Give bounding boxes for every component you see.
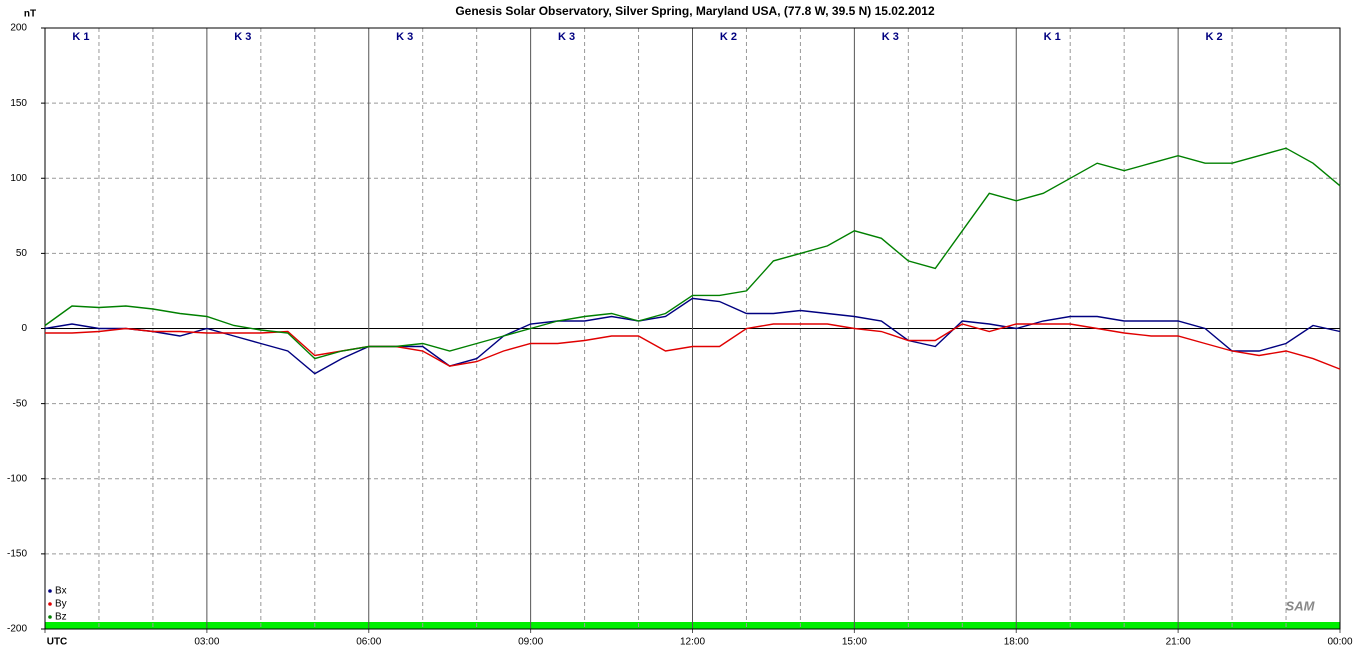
- k-index-label: K 1: [72, 31, 89, 43]
- y-tick-label: 100: [10, 173, 27, 184]
- legend-label: Bx: [55, 586, 67, 597]
- x-tick-label: 12:00: [680, 637, 705, 648]
- k-index-label: K 2: [1206, 31, 1223, 43]
- k-index-label: K 1: [1044, 31, 1061, 43]
- x-tick-label: 21:00: [1166, 637, 1191, 648]
- legend-marker: [48, 602, 52, 606]
- y-tick-label: -150: [7, 549, 27, 560]
- x-tick-label: 09:00: [518, 637, 543, 648]
- y-axis-label: nT: [24, 9, 36, 20]
- x-tick-label: 06:00: [356, 637, 381, 648]
- legend-marker: [48, 615, 52, 619]
- y-tick-label: -200: [7, 624, 27, 635]
- y-tick-label: 200: [10, 23, 27, 34]
- k-index-label: K 3: [396, 31, 413, 43]
- series-line: [45, 323, 1341, 370]
- y-tick-label: 50: [16, 248, 28, 259]
- chart-title: Genesis Solar Observatory, Silver Spring…: [455, 4, 935, 18]
- x-tick-label: 18:00: [1004, 637, 1029, 648]
- x-tick-label: 00:00: [1327, 637, 1352, 648]
- x-tick-label: 03:00: [194, 637, 219, 648]
- legend-marker: [48, 589, 52, 593]
- logo: SAM: [1286, 598, 1316, 613]
- y-tick-label: 0: [21, 323, 27, 334]
- x-tick-label: 15:00: [842, 637, 867, 648]
- k-index-label: K 3: [882, 31, 899, 43]
- series-line: [44, 297, 1341, 375]
- y-tick-label: -100: [7, 473, 27, 484]
- legend-label: Bz: [55, 612, 67, 623]
- k-index-label: K 3: [234, 31, 251, 43]
- series-line: [44, 147, 1341, 360]
- k-index-label: K 3: [558, 31, 575, 43]
- legend-label: By: [55, 599, 67, 610]
- y-tick-label: -50: [13, 398, 28, 409]
- x-tick-label: UTC: [47, 637, 68, 648]
- k-index-label: K 2: [720, 31, 737, 43]
- y-tick-label: 150: [10, 98, 27, 109]
